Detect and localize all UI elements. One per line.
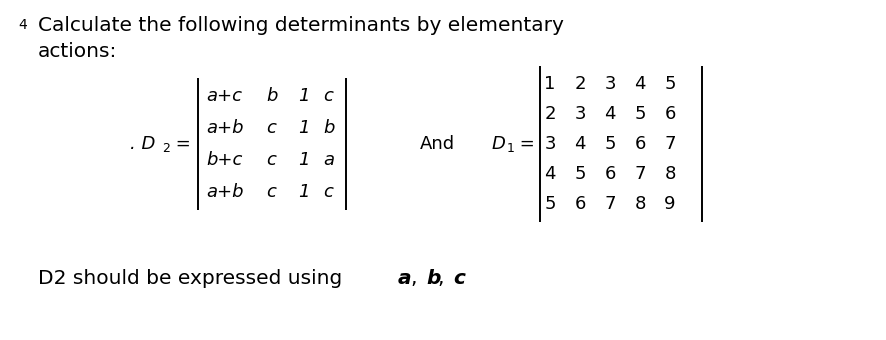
Text: 4: 4 [633, 75, 645, 93]
Text: a: a [398, 269, 411, 288]
Text: 8: 8 [664, 165, 675, 183]
Text: 2: 2 [544, 105, 556, 123]
Text: 8: 8 [633, 195, 645, 213]
Text: 3: 3 [603, 75, 615, 93]
Text: c: c [266, 119, 276, 137]
Text: 3: 3 [544, 135, 556, 153]
Text: a+c: a+c [206, 87, 242, 105]
Text: =: = [513, 135, 534, 153]
Text: 4: 4 [573, 135, 585, 153]
Text: 4: 4 [18, 18, 27, 32]
Text: 6: 6 [603, 165, 615, 183]
Text: 4: 4 [544, 165, 556, 183]
Text: 7: 7 [603, 195, 615, 213]
Text: 4: 4 [603, 105, 615, 123]
Text: b: b [323, 119, 334, 137]
Text: 6: 6 [664, 105, 675, 123]
Text: 5: 5 [544, 195, 556, 213]
Text: 6: 6 [573, 195, 585, 213]
Text: 1: 1 [298, 183, 309, 201]
Text: 5: 5 [633, 105, 645, 123]
Text: 5: 5 [664, 75, 675, 93]
Text: c: c [323, 87, 332, 105]
Text: 7: 7 [633, 165, 645, 183]
Text: 3: 3 [573, 105, 585, 123]
Text: 6: 6 [633, 135, 645, 153]
Text: 1: 1 [298, 119, 309, 137]
Text: c: c [266, 183, 276, 201]
Text: 1: 1 [507, 142, 514, 155]
Text: Calculate the following determinants by elementary: Calculate the following determinants by … [38, 16, 563, 35]
Text: D2 should be expressed using: D2 should be expressed using [38, 269, 348, 288]
Text: 5: 5 [603, 135, 615, 153]
Text: 7: 7 [664, 135, 675, 153]
Text: And: And [420, 135, 455, 153]
Text: 1: 1 [298, 151, 309, 169]
Text: a: a [323, 151, 334, 169]
Text: b: b [266, 87, 277, 105]
Text: c: c [266, 151, 276, 169]
Text: D: D [492, 135, 505, 153]
Text: a+b: a+b [206, 183, 244, 201]
Text: 1: 1 [298, 87, 309, 105]
Text: 5: 5 [573, 165, 585, 183]
Text: c: c [323, 183, 332, 201]
Text: b+c: b+c [206, 151, 242, 169]
Text: c: c [453, 269, 464, 288]
Text: ,: , [410, 269, 424, 288]
Text: 1: 1 [544, 75, 555, 93]
Text: ,: , [438, 269, 450, 288]
Text: 2: 2 [162, 142, 170, 155]
Text: b: b [425, 269, 439, 288]
Text: actions:: actions: [38, 42, 117, 61]
Text: =: = [170, 135, 190, 153]
Text: 2: 2 [573, 75, 585, 93]
Text: . D: . D [130, 135, 155, 153]
Text: 9: 9 [664, 195, 675, 213]
Text: a+b: a+b [206, 119, 244, 137]
